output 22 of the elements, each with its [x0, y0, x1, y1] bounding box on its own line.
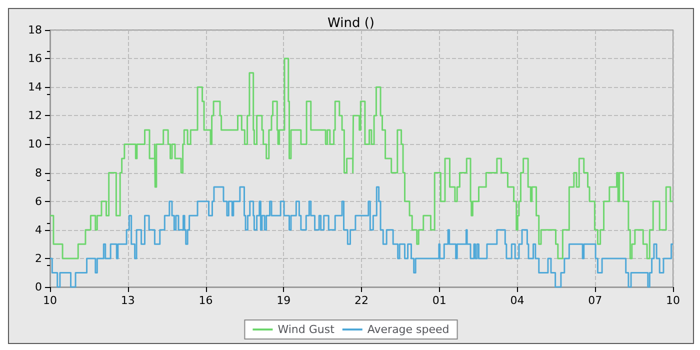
x-tick-label: 01 [432, 294, 446, 307]
legend-label: Wind Gust [278, 323, 336, 336]
x-tick-label: 04 [510, 294, 524, 307]
x-tick-label: 13 [120, 294, 135, 307]
y-tick-label: 6 [35, 194, 42, 208]
y-tick-label: 0 [35, 280, 42, 294]
y-tick-label: 8 [35, 166, 42, 180]
x-tick-label: 22 [354, 294, 368, 307]
y-tick-label: 4 [35, 223, 42, 236]
x-tick-label: 19 [276, 294, 291, 307]
y-tick-label: 14 [28, 80, 42, 94]
y-tick-label: 12 [28, 109, 42, 122]
x-tick-label: 10 [666, 294, 680, 307]
y-tick-label: 16 [28, 52, 42, 66]
y-tick-label: 2 [35, 252, 42, 265]
legend-label: Average speed [367, 323, 450, 336]
y-tick-label: 10 [28, 138, 42, 151]
x-tick-label: 10 [43, 294, 57, 307]
x-tick-label: 07 [588, 294, 602, 307]
chart-title: Wind () [328, 16, 374, 31]
y-tick-label: 18 [28, 24, 42, 36]
x-tick-label: 16 [198, 294, 213, 307]
